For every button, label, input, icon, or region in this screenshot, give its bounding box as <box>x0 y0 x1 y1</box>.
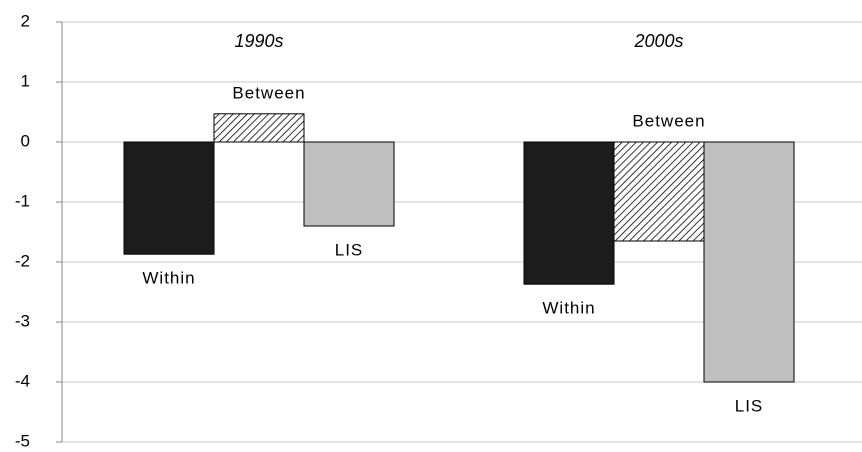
bar <box>703 141 795 383</box>
y-tick-label: -1 <box>15 191 30 210</box>
y-tick-label: -5 <box>15 431 30 450</box>
bar-label: LIS <box>735 396 764 415</box>
bar-label: Within <box>542 299 595 318</box>
bar-label: Within <box>142 269 195 288</box>
bar <box>123 141 215 255</box>
category-label: 2000s <box>633 31 683 51</box>
bar <box>613 141 705 242</box>
category-label: 1990s <box>234 31 283 51</box>
y-tick-label: 0 <box>21 131 30 150</box>
bar <box>213 113 305 143</box>
y-tick-label: 1 <box>21 71 30 90</box>
bar <box>303 141 395 227</box>
y-tick-label: -4 <box>15 371 30 390</box>
bar-label: Between <box>632 111 705 130</box>
y-tick-label: -2 <box>15 251 30 270</box>
bar-label: Between <box>232 83 305 102</box>
y-tick-label: -3 <box>15 311 30 330</box>
y-tick-label: 2 <box>21 11 30 30</box>
bar-label: LIS <box>335 240 364 259</box>
bar <box>523 141 615 285</box>
